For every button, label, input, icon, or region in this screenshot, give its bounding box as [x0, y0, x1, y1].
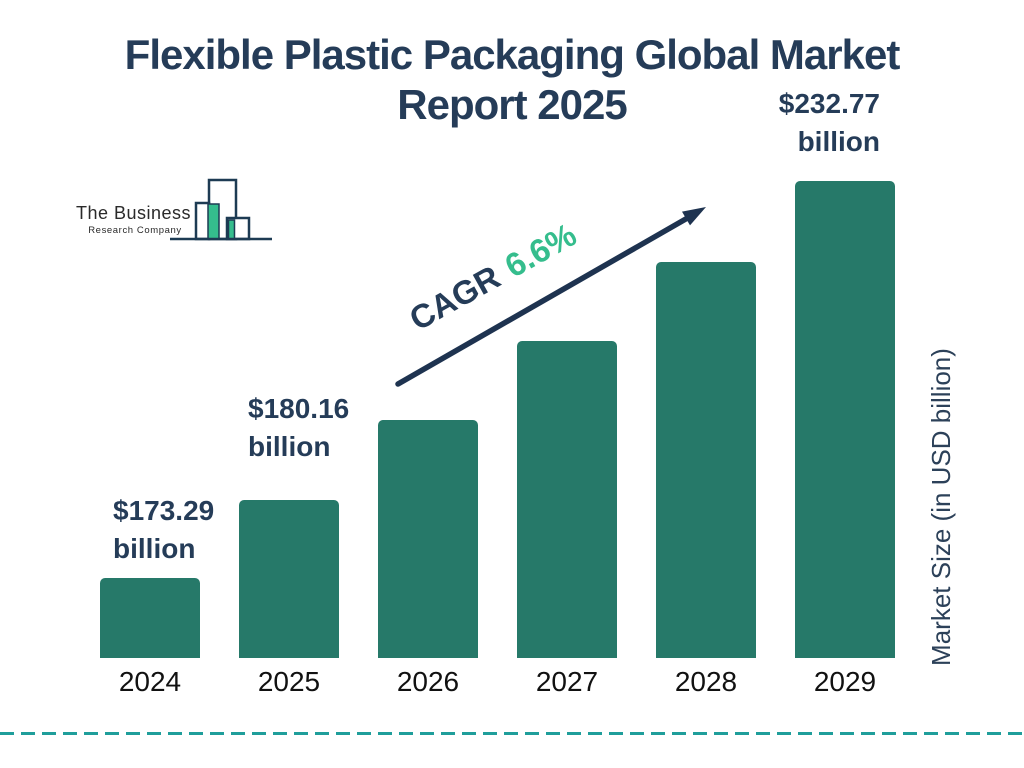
company-logo: The Business Research Company [76, 203, 194, 236]
value-label-2029: $232.77 billion [779, 85, 880, 161]
logo-company-name: The Business [76, 203, 192, 223]
x-axis-label-2029: 2029 [813, 666, 877, 697]
x-axis-label-2028: 2028 [674, 666, 738, 697]
y-axis-label: Market Size (in USD billion) [926, 348, 956, 666]
bar-2024 [100, 578, 200, 658]
bar-2027 [517, 341, 617, 658]
cagr-value: 6.6% [498, 215, 583, 285]
x-axis-label-2026: 2026 [396, 666, 460, 697]
value-label-2024: $173.29 billion [113, 492, 214, 568]
footer-dashed-line [0, 732, 1024, 735]
bar-2029 [795, 181, 895, 658]
page-title-line1: Flexible Plastic Packaging Global Market [124, 31, 901, 78]
bar-2025 [239, 500, 339, 658]
x-axis-label-2024: 2024 [118, 666, 182, 697]
cagr-annotation: CAGR 6.6% [373, 196, 614, 357]
cagr-label: CAGR [403, 257, 507, 338]
value-label-amount: $232.77 [778, 88, 880, 119]
value-label-amount: $180.16 [248, 393, 350, 424]
value-label-2025: $180.16 billion [248, 390, 349, 466]
x-axis-label-2025: 2025 [257, 666, 321, 697]
value-label-unit: billion [797, 126, 880, 157]
page-title-line2: Report 2025 [397, 81, 627, 128]
value-label-unit: billion [113, 533, 196, 564]
bar-2028 [656, 262, 756, 658]
value-label-unit: billion [248, 431, 331, 462]
value-label-amount: $173.29 [113, 495, 215, 526]
page-title: Flexible Plastic Packaging Global Market… [0, 30, 1024, 130]
x-axis-label-2027: 2027 [535, 666, 599, 697]
logo-company-subtitle: Research Company [88, 225, 182, 236]
bar-2026 [378, 420, 478, 658]
